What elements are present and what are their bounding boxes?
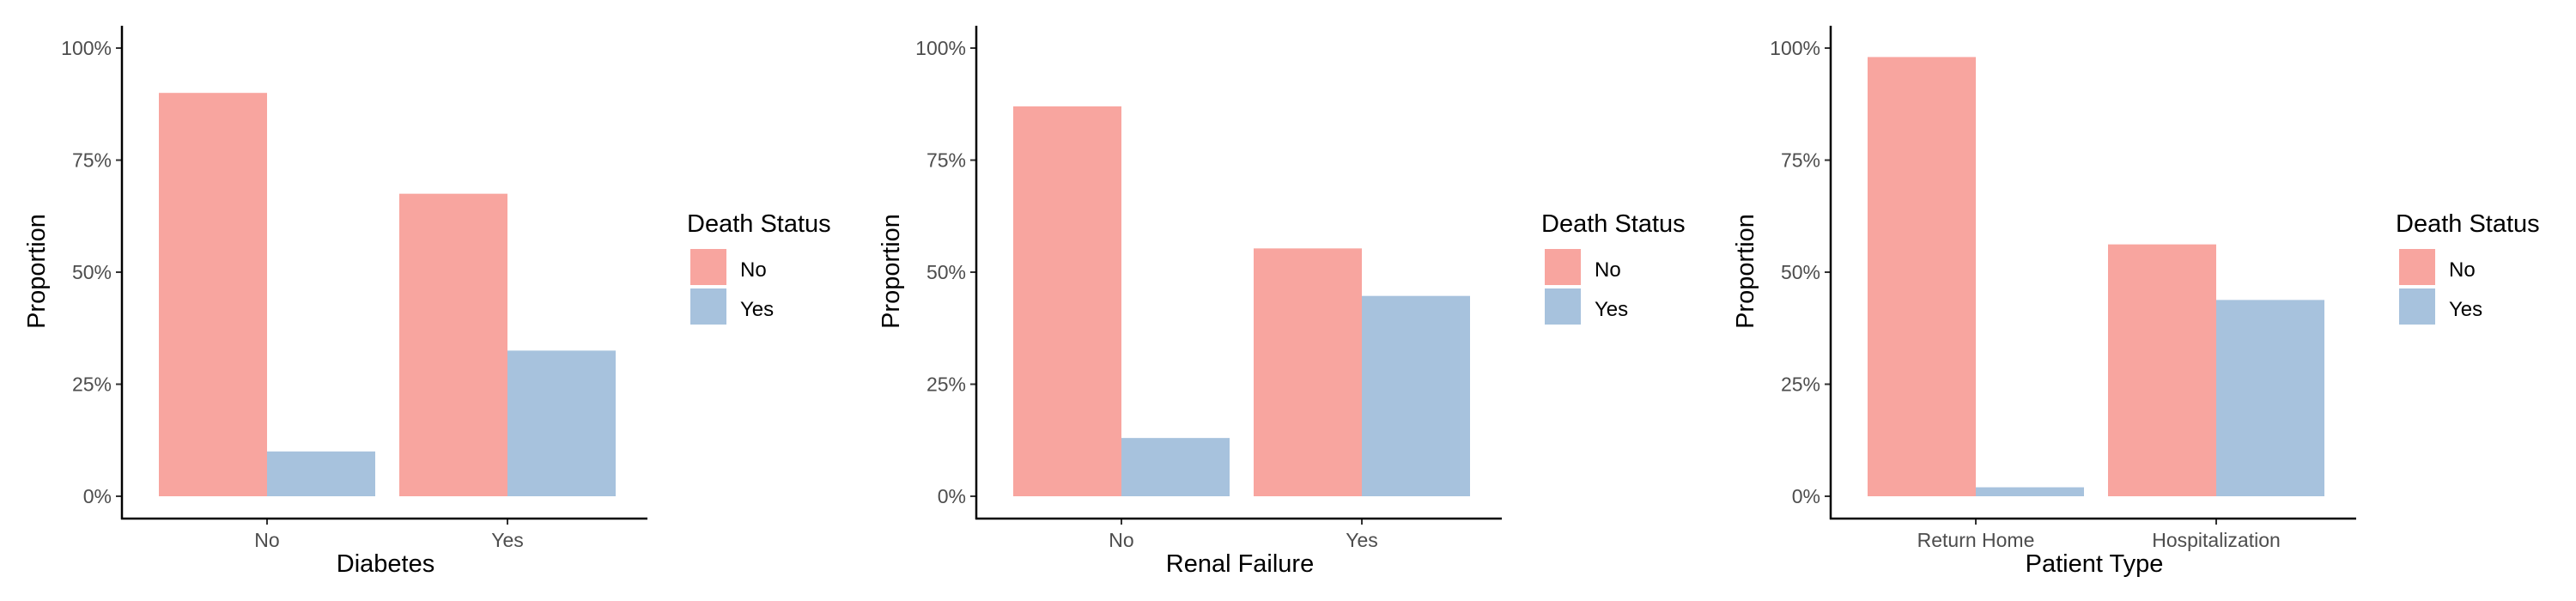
y-tick-label: 25% (927, 373, 966, 396)
legend-label-yes: Yes (1595, 298, 1628, 321)
y-axis-title: Proportion (1732, 214, 1759, 329)
bar-no-yes (1254, 248, 1362, 496)
y-axis-title: Proportion (878, 214, 905, 329)
chart-panel-renal-failure: Proportion Renal Failure No Yes 0% 25% 50% 75… (878, 26, 1686, 578)
legend: Death Status No Yes (1541, 210, 1686, 325)
x-tick-label: No (1109, 529, 1133, 551)
bar-yes-hospitalization (2216, 300, 2324, 496)
legend-label-no: No (740, 258, 767, 282)
x-tick-label: No (254, 529, 279, 551)
x-tick-label: Return Home (1917, 529, 2035, 551)
legend-title: Death Status (2396, 210, 2540, 238)
legend-key-yes (2399, 288, 2435, 325)
y-tick-label: 100% (61, 37, 112, 59)
legend-key-yes (1545, 288, 1581, 325)
legend: Death Status No Yes (2396, 210, 2540, 325)
bar-yes-no (267, 451, 375, 496)
y-tick-label: 100% (1770, 37, 1820, 59)
y-tick-label: 50% (927, 261, 966, 283)
y-tick-label: 25% (72, 373, 112, 396)
legend-label-yes: Yes (2449, 298, 2482, 321)
bar-yes-no (1121, 438, 1230, 496)
y-tick-label: 75% (1781, 149, 1820, 172)
y-tick-label: 50% (72, 261, 112, 283)
bar-no-no (1013, 106, 1121, 497)
y-tick-label: 75% (927, 149, 966, 172)
x-axis-title: Diabetes (337, 550, 434, 578)
x-axis-title: Renal Failure (1166, 550, 1314, 578)
bar-yes-yes (1362, 295, 1470, 496)
plot-area: No Yes 0% 25% 50% 75% 100% (915, 26, 1502, 551)
legend-key-no (2399, 249, 2435, 285)
y-tick-label: 0% (1792, 485, 1820, 507)
legend-label-no: No (1595, 258, 1621, 282)
legend-key-yes (690, 288, 726, 325)
legend-key-no (690, 249, 726, 285)
legend-label-yes: Yes (740, 298, 774, 321)
bar-no-return-home (1868, 57, 1976, 496)
bar-no-hospitalization (2108, 244, 2216, 496)
bar-yes-yes (507, 350, 616, 496)
x-tick-label: Hospitalization (2152, 529, 2281, 551)
legend-title: Death Status (687, 210, 831, 238)
x-tick-label: Yes (491, 529, 524, 551)
x-tick-label: Yes (1346, 529, 1378, 551)
legend-label-no: No (2449, 258, 2476, 282)
legend-title: Death Status (1541, 210, 1686, 238)
chart-panel-diabetes: Proportion Diabetes No Yes 0% 25% 50% 75% 100%… (23, 26, 831, 578)
chart-panel-patient-type: Proportion Patient Type Return Home Hospi… (1732, 26, 2540, 578)
y-tick-label: 75% (72, 149, 112, 172)
y-tick-label: 100% (915, 37, 966, 59)
bar-no-no (159, 93, 267, 496)
x-axis-title: Patient Type (2026, 550, 2164, 578)
y-tick-label: 0% (83, 485, 112, 507)
bar-yes-return-home (1976, 487, 2084, 496)
plot-area: No Yes 0% 25% 50% 75% 100% (61, 26, 647, 551)
y-tick-label: 25% (1781, 373, 1820, 396)
legend: Death Status No Yes (687, 210, 831, 325)
plot-area: Return Home Hospitalization 0% 25% 50% 75% 100… (1770, 26, 2356, 551)
y-axis-title: Proportion (23, 214, 51, 329)
legend-key-no (1545, 249, 1581, 285)
y-tick-label: 50% (1781, 261, 1820, 283)
bar-no-yes (399, 193, 507, 496)
y-tick-label: 0% (938, 485, 966, 507)
